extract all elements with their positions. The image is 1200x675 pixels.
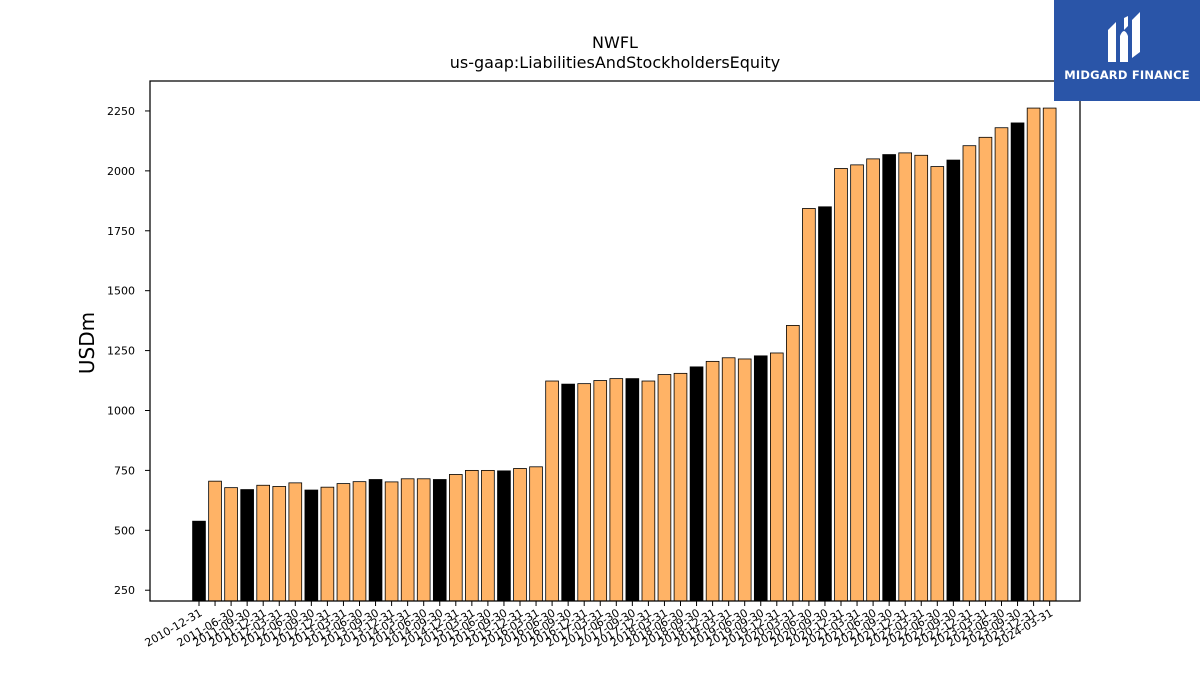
bar-2014-09-30 [432, 479, 447, 602]
bar-2014-12-31 [448, 474, 463, 602]
y-tick-label: 2250 [107, 105, 135, 118]
bar-2018-12-31 [705, 360, 720, 602]
bar-2013-03-31 [336, 483, 351, 602]
y-tick-label: 1750 [107, 225, 135, 238]
chart-subtitle: us-gaap:LiabilitiesAndStockholdersEquity [450, 53, 781, 72]
bar-2014-03-31 [400, 478, 415, 602]
bar-2016-12-31 [577, 383, 591, 602]
bar-2021-06-30 [866, 158, 880, 602]
bar-2022-03-31 [914, 154, 929, 602]
bar-2014-06-30 [416, 478, 431, 602]
logo-text: MIDGARD FINANCE [1064, 68, 1190, 82]
y-tick-label: 500 [114, 524, 135, 537]
bar-2013-09-30 [368, 479, 383, 602]
y-tick-label: 1250 [107, 345, 135, 358]
bar-2012-03-31 [272, 486, 287, 602]
bar-2023-12-31 [1026, 107, 1041, 602]
bar-2020-12-31 [834, 168, 848, 602]
bar-2024-03-31 [1042, 107, 1057, 602]
bar-2015-03-31 [465, 469, 479, 602]
bar-2016-03-31 [529, 466, 543, 602]
y-tick-label: 1500 [107, 285, 135, 298]
bar-2016-09-30 [561, 383, 575, 602]
bar-2018-06-30 [673, 372, 688, 602]
bar-2012-06-30 [288, 482, 303, 602]
bar-2023-06-30 [994, 127, 1009, 602]
bar-2010-12-31 [192, 520, 206, 602]
bar-2019-06-30 [737, 358, 752, 602]
x-axis: 2010-12-312011-06-302011-09-302011-12-31… [143, 601, 1055, 650]
bars-group [192, 107, 1057, 602]
bar-2011-09-30 [240, 489, 254, 602]
chart-title: NWFL [592, 33, 638, 52]
bar-2017-12-31 [641, 380, 656, 602]
bar-2020-09-30 [818, 206, 832, 602]
bar-2012-12-31 [320, 486, 335, 602]
bar-2019-12-31 [770, 352, 784, 602]
y-axis: 250 500 750 1000 1250 1500 1750 2000 2250 [107, 105, 150, 597]
bar-2022-09-30 [946, 159, 961, 602]
bar-2015-06-30 [481, 469, 495, 602]
bar-2023-03-31 [978, 136, 993, 602]
y-axis-label: USDm [75, 312, 99, 374]
y-tick-label: 2000 [107, 165, 135, 178]
bar-2023-09-30 [1010, 122, 1025, 602]
bar-2012-09-30 [304, 489, 319, 602]
bar-2017-03-31 [593, 380, 608, 602]
bar-2013-06-30 [352, 481, 367, 602]
bar-2021-12-31 [898, 152, 912, 602]
bar-2015-12-31 [513, 468, 527, 602]
bar-2021-03-31 [850, 164, 864, 602]
bar-2022-12-31 [962, 145, 977, 602]
bar-2019-09-30 [753, 355, 768, 602]
bar-2011-12-31 [256, 484, 270, 602]
plot-frame [149, 80, 1081, 602]
bar-2020-03-31 [786, 325, 800, 602]
midgard-logo-icon [1108, 12, 1140, 62]
y-tick-label: 1000 [107, 404, 135, 417]
y-tick-label: 750 [114, 464, 135, 477]
bar-2011-06-30 [224, 487, 238, 602]
bar-2013-12-31 [384, 481, 399, 602]
bar-2021-09-30 [882, 154, 896, 602]
bar-2017-06-30 [609, 378, 624, 602]
bar-2017-09-30 [625, 378, 640, 602]
bar-2019-03-31 [721, 357, 736, 602]
bar-2011-03-31 [208, 480, 222, 602]
bar-2022-06-30 [930, 166, 945, 602]
bar-2015-09-30 [497, 470, 511, 602]
bar-2016-06-30 [545, 380, 559, 602]
bar-2020-06-30 [802, 208, 816, 602]
bar-2018-09-30 [689, 366, 704, 602]
y-tick-label: 250 [114, 584, 135, 597]
brand-logo: MIDGARD FINANCE [1054, 0, 1200, 101]
bar-2018-03-31 [657, 374, 672, 602]
